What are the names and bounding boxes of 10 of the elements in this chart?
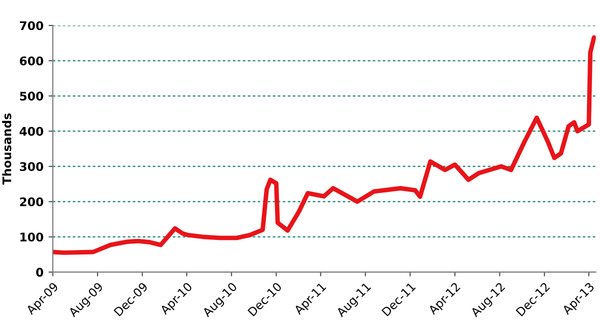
y-tick-label: 700: [20, 21, 44, 30]
y-tick-label: 100: [20, 232, 44, 242]
y-axis-title: Thousands: [2, 113, 12, 185]
y-tick-label: 300: [20, 162, 44, 172]
y-tick-label: 600: [20, 56, 44, 66]
y-tick-label: 0: [36, 268, 44, 277]
y-tick-label: 500: [20, 92, 44, 101]
y-tick-label: 400: [20, 126, 44, 136]
y-tick-label: 200: [20, 197, 44, 206]
line-series: [52, 35, 596, 255]
